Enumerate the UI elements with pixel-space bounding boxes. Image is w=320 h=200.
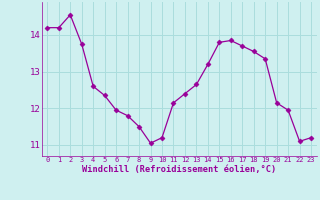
X-axis label: Windchill (Refroidissement éolien,°C): Windchill (Refroidissement éolien,°C) [82,165,276,174]
